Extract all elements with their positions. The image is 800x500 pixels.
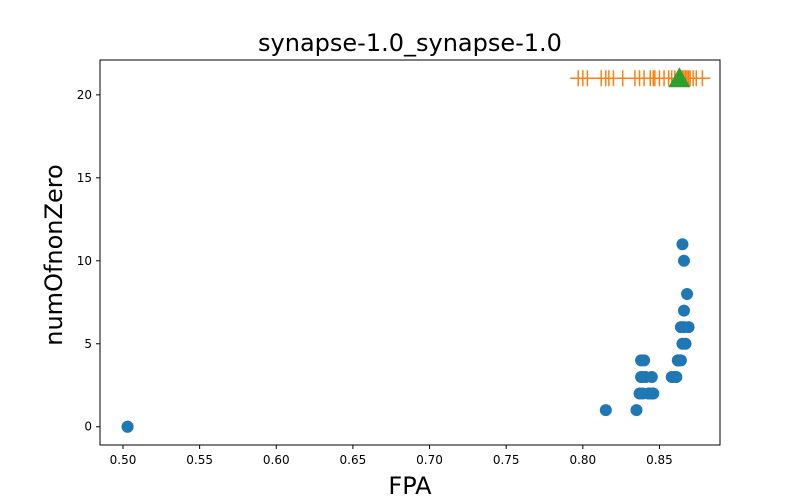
x-tick-label: 0.75: [493, 453, 520, 467]
plot-area: 0.50 0.55 0.60 0.65 0.70 0.75 0.80 0.85 0 5 10 15 20: [77, 59, 721, 467]
x-tick-label: 0.65: [340, 453, 367, 467]
data-point-circle: [682, 321, 695, 334]
data-point-triangle: [668, 67, 691, 88]
data-point-plus: [579, 70, 596, 87]
data-point-circle: [638, 354, 651, 367]
x-tick-label: 0.55: [186, 453, 213, 467]
data-point-circle: [670, 370, 683, 383]
data-point-circle: [676, 238, 689, 251]
axes-frame: [99, 59, 721, 446]
data-point-circle: [645, 370, 658, 383]
y-axis-title: numOfnonZero: [40, 164, 68, 345]
chart-title: synapse-1.0_synapse-1.0: [258, 29, 562, 57]
data-point-plus: [694, 70, 711, 87]
y-tick-label: 20: [77, 88, 92, 102]
y-tick-label: 0: [84, 420, 92, 434]
data-point-circle: [677, 304, 690, 317]
data-point-circle: [121, 420, 134, 433]
x-tick-label: 0.80: [569, 453, 596, 467]
x-axis-title: FPA: [388, 472, 432, 500]
x-tick-label: 0.85: [646, 453, 673, 467]
y-tick-label: 10: [77, 254, 92, 268]
data-point-circle: [677, 254, 690, 267]
x-tick-label: 0.50: [110, 453, 137, 467]
x-tick-label: 0.60: [263, 453, 290, 467]
data-point-circle: [630, 404, 643, 417]
data-point-circle: [647, 387, 660, 400]
data-point-circle: [674, 354, 687, 367]
data-point-circle: [681, 287, 694, 300]
data-point-circle: [599, 404, 612, 417]
data-point-circle: [679, 337, 692, 350]
y-tick-label: 5: [84, 337, 92, 351]
y-tick-label: 15: [77, 171, 92, 185]
x-tick-label: 0.70: [416, 453, 443, 467]
